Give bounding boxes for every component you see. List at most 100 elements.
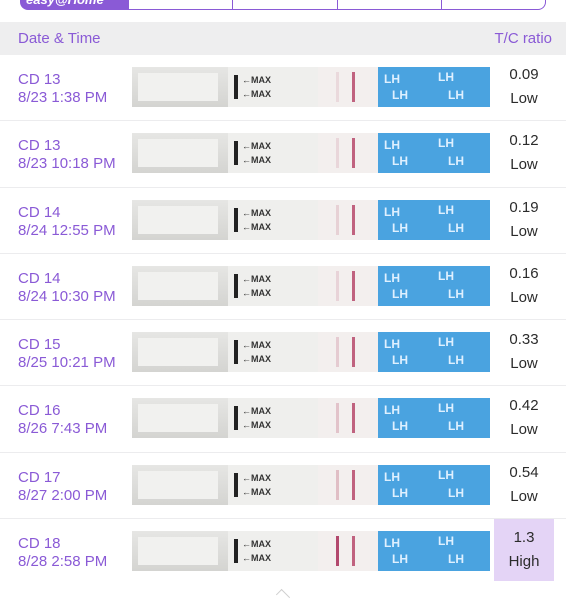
lh-label: LH <box>392 485 408 500</box>
lh-label: LH <box>384 72 400 86</box>
ratio-value: 0.33 <box>509 331 539 349</box>
strip-handle <box>132 199 228 240</box>
ratio-level: High <box>508 553 540 571</box>
max-label: ←MAX <box>242 155 271 166</box>
tab-4[interactable] <box>440 0 545 9</box>
lh-label: LH <box>438 335 454 350</box>
lh-label: LH <box>448 220 464 235</box>
strip-brand-area: LH LH LH LH <box>378 199 490 240</box>
test-strip-image[interactable]: ←MAX ←MAX LH LH LH LH <box>132 531 490 572</box>
top-tab-bar: easy@Home <box>0 0 566 22</box>
ratio-cell: 0.12 Low <box>494 129 554 179</box>
ratio-value: 1.3 <box>513 529 535 547</box>
max-label: ←MAX <box>242 273 271 284</box>
strip-max-area: ←MAX ←MAX <box>228 332 318 373</box>
cycle-day: CD 15 <box>18 336 61 354</box>
test-line <box>336 469 339 500</box>
ratio-cell: 1.3 High <box>494 519 554 582</box>
strip-result-window <box>318 199 378 240</box>
table-row[interactable]: CD 13 8/23 1:38 PM ←MAX ←MAX LH LH LH LH 0.09 Low <box>0 55 566 122</box>
strip-cap <box>138 338 218 367</box>
lh-label: LH <box>438 268 454 283</box>
strip-max-bar <box>234 539 238 564</box>
max-label: ←MAX <box>242 89 271 99</box>
test-strip-image[interactable]: ←MAX ←MAX LH LH LH LH <box>132 464 490 505</box>
cycle-day: CD 14 <box>18 269 61 287</box>
tab-1[interactable] <box>129 0 232 9</box>
control-line <box>352 138 355 169</box>
strip-brand-area: LH LH LH LH <box>378 531 490 572</box>
table-row[interactable]: CD 14 8/24 12:55 PM ←MAX ←MAX LH LH LH LH 0.19 Lo… <box>0 187 566 254</box>
strip-handle <box>132 464 228 505</box>
test-datetime: 8/27 2:00 PM <box>18 486 108 504</box>
table-row[interactable]: CD 14 8/24 10:30 PM ←MAX ←MAX LH LH LH LH 0.16 Lo… <box>0 253 566 321</box>
strip-cap <box>138 537 218 566</box>
lh-label: LH <box>392 220 408 235</box>
test-datetime: 8/28 2:58 PM <box>18 553 108 571</box>
strip-result-window <box>318 398 378 439</box>
strip-max-area: ←MAX ←MAX <box>228 199 318 240</box>
column-header-tc-ratio: T/C ratio <box>494 30 552 47</box>
strip-cap <box>138 404 218 433</box>
test-strip-image[interactable]: ←MAX ←MAX LH LH LH LH <box>132 133 490 174</box>
max-label: ←MAX <box>242 553 271 564</box>
control-line <box>352 403 355 434</box>
cycle-day: CD 13 <box>18 137 61 155</box>
strip-result-window <box>318 464 378 505</box>
max-label: ←MAX <box>242 75 271 85</box>
table-row[interactable]: CD 16 8/26 7:43 PM ←MAX ←MAX LH LH LH LH 0.42 Low <box>0 386 566 453</box>
strip-max-bar <box>234 340 238 365</box>
table-row[interactable]: CD 15 8/25 10:21 PM ←MAX ←MAX LH LH LH LH 0.33 Lo… <box>0 320 566 387</box>
brand-logo[interactable]: easy@Home <box>20 0 128 10</box>
test-results-list: CD 13 8/23 1:38 PM ←MAX ←MAX LH LH LH LH 0.09 Low… <box>0 55 566 586</box>
strip-max-bar <box>234 273 238 298</box>
test-strip-image[interactable]: ←MAX ←MAX LH LH LH LH <box>132 67 490 107</box>
max-label: ←MAX <box>242 539 271 550</box>
lh-label: LH <box>438 202 454 217</box>
lh-label: LH <box>392 286 408 301</box>
lh-label: LH <box>448 552 464 567</box>
lh-label: LH <box>384 138 400 153</box>
max-label: ←MAX <box>242 406 271 417</box>
ratio-value: 0.42 <box>509 397 539 415</box>
control-line <box>352 204 355 235</box>
strip-max-bar <box>234 75 238 99</box>
tab-3[interactable] <box>336 0 441 9</box>
ratio-value: 0.12 <box>509 132 539 150</box>
strip-max-bar <box>234 472 238 497</box>
lh-label: LH <box>438 70 454 84</box>
table-row[interactable]: CD 17 8/27 2:00 PM ←MAX ←MAX LH LH LH LH 0.54 Low <box>0 452 566 520</box>
test-strip-image[interactable]: ←MAX ←MAX LH LH LH LH <box>132 265 490 306</box>
test-strip-image[interactable]: ←MAX ←MAX LH LH LH LH <box>132 398 490 439</box>
tab-2[interactable] <box>232 0 336 9</box>
lh-label: LH <box>384 270 400 285</box>
test-strip-image[interactable]: ←MAX ←MAX LH LH LH LH <box>132 199 490 240</box>
max-label: ←MAX <box>242 207 271 218</box>
strip-result-window <box>318 332 378 373</box>
strip-brand-area: LH LH LH LH <box>378 133 490 174</box>
table-row[interactable]: CD 13 8/23 10:18 PM ←MAX ←MAX LH LH LH LH 0.12 Lo… <box>0 121 566 188</box>
test-line <box>336 270 339 301</box>
ratio-cell: 0.19 Low <box>494 196 554 246</box>
strip-brand-area: LH LH LH LH <box>378 265 490 306</box>
ratio-value: 0.16 <box>509 264 539 282</box>
lh-label: LH <box>392 88 408 102</box>
ratio-level: Low <box>510 421 538 439</box>
test-line <box>336 536 339 567</box>
lh-label: LH <box>448 154 464 169</box>
control-line <box>352 337 355 368</box>
ratio-value: 0.19 <box>509 198 539 216</box>
strip-brand-area: LH LH LH LH <box>378 332 490 373</box>
ratio-cell: 0.09 Low <box>494 63 554 113</box>
max-label: ←MAX <box>242 141 271 152</box>
strip-brand-area: LH LH LH LH <box>378 464 490 505</box>
ratio-cell: 0.16 Low <box>494 262 554 312</box>
strip-cap <box>138 271 218 300</box>
table-row[interactable]: CD 18 8/28 2:58 PM ←MAX ←MAX LH LH LH LH 1.3 High <box>0 519 566 586</box>
cycle-day: CD 16 <box>18 402 61 420</box>
ratio-level: Low <box>510 355 538 373</box>
test-datetime: 8/23 1:38 PM <box>18 89 108 106</box>
test-strip-image[interactable]: ←MAX ←MAX LH LH LH LH <box>132 332 490 373</box>
ratio-level: Low <box>510 487 538 505</box>
test-datetime: 8/24 10:30 PM <box>18 287 116 305</box>
